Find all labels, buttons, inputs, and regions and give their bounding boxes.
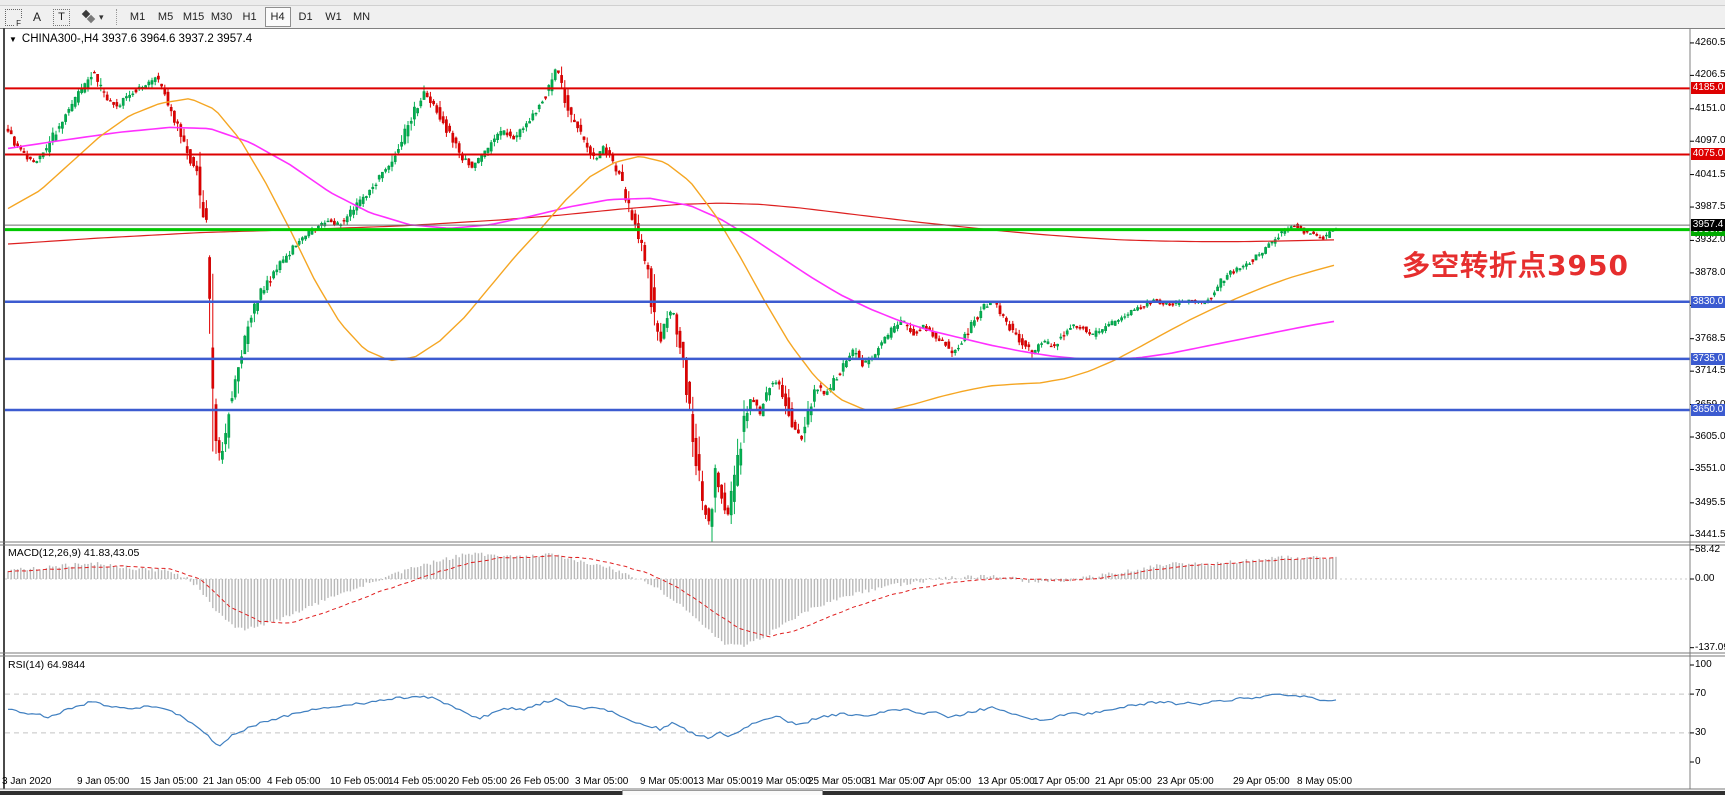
- chevron-down-icon[interactable]: ▾: [99, 11, 104, 22]
- main-toolbar: F A T ▾ M1 M5 M15 M30 H1 H4 D1 W1 MN: [0, 6, 1725, 29]
- time-tick-label: 3 Mar 05:00: [575, 776, 629, 787]
- time-tick-label: 9 Jan 05:00: [77, 776, 130, 787]
- time-tick-label: 29 Apr 05:00: [1233, 776, 1290, 787]
- tab-bar-edge-left: [0, 791, 622, 795]
- time-tick-label: 26 Feb 05:00: [510, 776, 569, 787]
- timeframe-button-h1[interactable]: H1: [242, 11, 257, 23]
- price-tick-label: 3495.5: [1695, 496, 1725, 508]
- chart-tab-bar-sliver: [0, 790, 1725, 795]
- level-price-badge: 4075.0: [1691, 148, 1725, 161]
- pattern-tool-button[interactable]: F: [5, 8, 22, 28]
- price-tick-label: 4097.0: [1695, 135, 1725, 147]
- ma-slow-red: [7, 202, 1335, 245]
- macd-tick-label: 58.42: [1695, 543, 1721, 555]
- time-tick-label: 8 May 05:00: [1297, 776, 1353, 787]
- price-tick-label: 3878.0: [1695, 266, 1725, 278]
- rsi-tick-label: 0: [1695, 756, 1701, 767]
- macd-tick-label: -137.09: [1695, 641, 1725, 653]
- tab-bar-edge-right: [823, 791, 1725, 795]
- price-axis[interactable]: [1690, 28, 1725, 772]
- time-tick-label: 9 Mar 05:00: [640, 776, 694, 787]
- timeframe-button-h4[interactable]: H4: [264, 7, 291, 27]
- shapes-tool-button[interactable]: [81, 9, 97, 25]
- timeframe-button-d1[interactable]: D1: [298, 11, 313, 23]
- macd-indicator-label: MACD(12,26,9) 41.83,43.05: [8, 547, 140, 559]
- rsi-line: [7, 693, 1337, 747]
- price-tick-label: 3441.5: [1695, 529, 1725, 541]
- level-price-badge: 3650.0: [1691, 403, 1725, 416]
- time-tick-label: 31 Mar 05:00: [865, 776, 924, 787]
- price-tick-label: 4260.5: [1695, 36, 1725, 48]
- ma-fast-orange: [7, 98, 1335, 411]
- price-tick-label: 4206.5: [1695, 69, 1725, 81]
- macd-signal-line: [7, 555, 1335, 638]
- price-tick-label: 3714.5: [1695, 365, 1725, 377]
- level-price-badge: 3830.0: [1691, 295, 1725, 308]
- macd-tick-label: 0.00: [1695, 573, 1715, 584]
- time-tick-label: 21 Apr 05:00: [1095, 776, 1152, 787]
- time-tick-label: 21 Jan 05:00: [203, 776, 261, 787]
- arrow-text-tool-button[interactable]: A: [33, 10, 42, 24]
- timeframe-button-m30[interactable]: M30: [210, 11, 233, 23]
- symbol-dropdown-icon[interactable]: ▼: [9, 34, 17, 44]
- active-chart-tab[interactable]: [622, 790, 823, 795]
- timeframe-button-mn[interactable]: MN: [352, 11, 371, 23]
- chart-left-border: [3, 28, 5, 789]
- time-tick-label: 10 Feb 05:00: [330, 776, 389, 787]
- timeframe-button-m1[interactable]: M1: [129, 11, 146, 23]
- symbol-title: ▼ CHINA300-,H4 3937.6 3964.6 3937.2 3957…: [9, 33, 252, 45]
- rsi-indicator-label: RSI(14) 64.9844: [8, 659, 86, 671]
- ma-mid-magenta: [7, 126, 1335, 361]
- level-price-badge: 3735.0: [1691, 352, 1725, 365]
- main-plot: [5, 66, 1690, 542]
- timeframe-button-group: M1 M5 M15 M30 H1 H4 D1 W1 MN: [124, 7, 376, 27]
- price-tick-label: 4041.5: [1695, 168, 1725, 180]
- pattern-tool-label: F: [15, 18, 22, 28]
- timeframe-button-w1[interactable]: W1: [325, 11, 342, 23]
- time-axis[interactable]: [0, 772, 1690, 790]
- time-tick-label: 15 Jan 05:00: [140, 776, 198, 787]
- rsi-plot: [5, 693, 1690, 747]
- time-tick-label: 14 Feb 05:00: [388, 776, 447, 787]
- upper-toolbar-sliver: [0, 0, 1725, 6]
- time-tick-label: 3 Jan 2020: [2, 776, 52, 787]
- time-tick-label: 13 Apr 05:00: [978, 776, 1035, 787]
- chart-annotation-text: 多空转折点3950: [1402, 249, 1629, 282]
- text-tool-button[interactable]: T: [53, 8, 71, 26]
- time-tick-label: 4 Feb 05:00: [267, 776, 321, 787]
- price-tick-label: 3551.0: [1695, 463, 1725, 475]
- level-price-badge: 4185.0: [1691, 82, 1725, 95]
- rsi-tick-label: 30: [1695, 726, 1707, 738]
- macd-plot: [5, 552, 1690, 647]
- price-tick-label: 3932.0: [1695, 234, 1725, 246]
- toolbar-separator: [115, 9, 118, 25]
- price-tick-label: 3605.0: [1695, 430, 1725, 442]
- price-tick-label: 3768.5: [1695, 332, 1725, 344]
- current-price-badge: 3957.4: [1691, 219, 1725, 232]
- time-tick-label: 25 Mar 05:00: [808, 776, 867, 787]
- panel-separator-1[interactable]: [0, 653, 1725, 656]
- timeframe-button-m15[interactable]: M15: [182, 11, 205, 23]
- shapes-icon-shadow: [86, 14, 96, 24]
- timeframe-button-m5[interactable]: M5: [157, 11, 174, 23]
- chart-canvas[interactable]: [0, 28, 1725, 790]
- symbol-ohlc-text: CHINA300-,H4 3937.6 3964.6 3937.2 3957.4: [21, 33, 253, 45]
- time-tick-label: 20 Feb 05:00: [448, 776, 507, 787]
- price-tick-label: 4151.0: [1695, 102, 1725, 114]
- rsi-tick-label: 70: [1695, 688, 1707, 700]
- time-tick-label: 7 Apr 05:00: [920, 776, 972, 787]
- time-tick-label: 19 Mar 05:00: [752, 776, 811, 787]
- price-tick-label: 3987.5: [1695, 201, 1725, 213]
- panel-separator-0[interactable]: [0, 542, 1725, 545]
- time-tick-label: 23 Apr 05:00: [1157, 776, 1214, 787]
- rsi-tick-label: 100: [1695, 659, 1712, 670]
- time-tick-label: 13 Mar 05:00: [693, 776, 752, 787]
- time-tick-label: 17 Apr 05:00: [1033, 776, 1090, 787]
